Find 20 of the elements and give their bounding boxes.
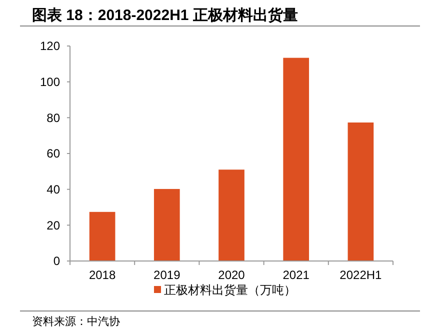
y-tick-label: 100 xyxy=(40,75,60,90)
chart-title: 图表 18：2018-2022H1 正极材料出货量 xyxy=(32,7,298,24)
y-tick-label: 120 xyxy=(40,39,60,54)
x-tick-label: 2021 xyxy=(282,268,310,282)
x-tick-label: 2019 xyxy=(154,268,181,282)
y-tick-label: 0 xyxy=(53,254,60,268)
text: 资料来源：中汽协 xyxy=(32,315,120,328)
x-tick-label: 2022H1 xyxy=(340,268,382,282)
bar xyxy=(218,170,244,261)
bar xyxy=(89,212,116,261)
x-tick-label: 2020 xyxy=(218,268,246,282)
legend-label: 正极材料出货量（万吨） xyxy=(164,283,296,297)
y-tick-label: 40 xyxy=(46,182,60,197)
bar xyxy=(154,188,180,261)
bar xyxy=(348,122,374,261)
y-tick-label: 80 xyxy=(46,110,60,125)
x-tick-label: 2018 xyxy=(88,268,116,282)
y-tick-label: 20 xyxy=(46,218,60,232)
bar xyxy=(283,58,310,261)
y-tick-label: 60 xyxy=(46,146,60,161)
